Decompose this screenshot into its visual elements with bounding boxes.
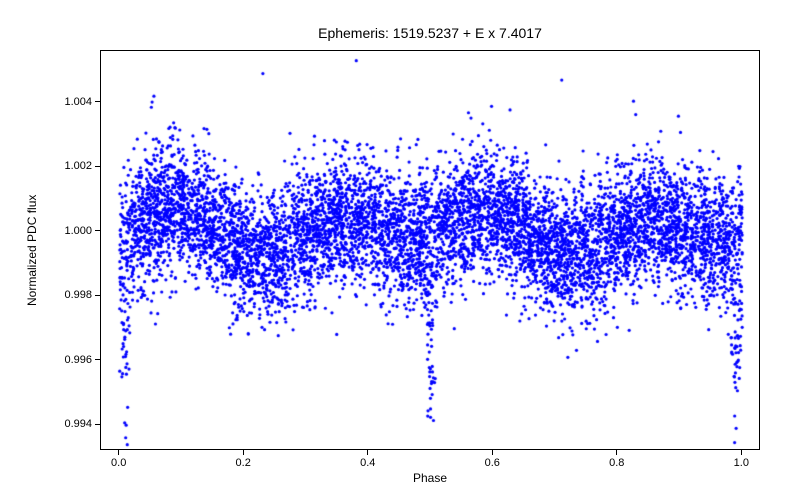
y-tick-label: 1.002 xyxy=(47,160,92,172)
chart-title: Ephemeris: 1519.5237 + E x 7.4017 xyxy=(100,25,760,41)
plot-area xyxy=(100,50,760,450)
x-tick xyxy=(616,450,617,455)
y-tick xyxy=(95,166,100,167)
y-tick-label: 1.000 xyxy=(47,225,92,237)
x-tick xyxy=(741,450,742,455)
y-tick xyxy=(95,359,100,360)
x-tick-label: 0.0 xyxy=(111,457,126,469)
x-tick-label: 1.0 xyxy=(734,457,749,469)
y-tick-label: 0.994 xyxy=(47,418,92,430)
y-tick xyxy=(95,101,100,102)
x-tick xyxy=(492,450,493,455)
y-tick xyxy=(95,230,100,231)
y-tick xyxy=(95,295,100,296)
y-tick-label: 0.996 xyxy=(47,354,92,366)
x-tick-label: 0.2 xyxy=(236,457,251,469)
y-tick-label: 1.004 xyxy=(47,96,92,108)
y-tick xyxy=(95,424,100,425)
y-axis-label: Normalized PDC flux xyxy=(25,50,45,450)
x-tick-label: 0.6 xyxy=(485,457,500,469)
x-tick-label: 0.8 xyxy=(609,457,624,469)
scatter-plot xyxy=(101,51,761,451)
x-tick xyxy=(118,450,119,455)
y-tick-label: 0.998 xyxy=(47,289,92,301)
x-axis-label: Phase xyxy=(100,471,760,485)
x-tick xyxy=(367,450,368,455)
x-tick xyxy=(243,450,244,455)
chart-container xyxy=(100,50,760,450)
x-tick-label: 0.4 xyxy=(360,457,375,469)
